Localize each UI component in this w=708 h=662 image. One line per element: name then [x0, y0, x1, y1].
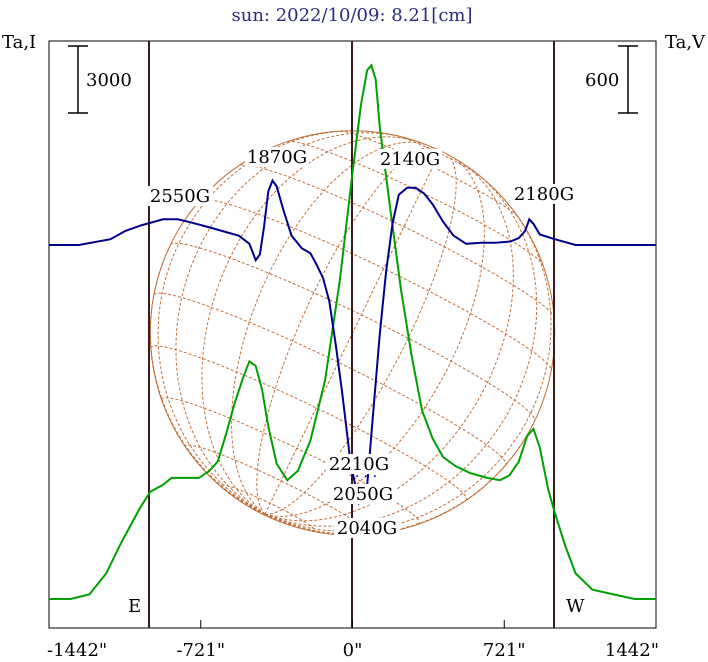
- annotation-2050g: 2050G: [330, 484, 396, 505]
- annotation-2180g: 2180G: [511, 184, 577, 205]
- longitude-line: [264, 199, 552, 532]
- x-tick-label: 1442": [605, 640, 659, 661]
- right-scale-bar: [618, 45, 638, 114]
- longitude-line: [264, 169, 538, 527]
- longitude-line: [175, 132, 407, 515]
- svg-text:2140G: 2140G: [380, 149, 440, 170]
- latitude-line: [199, 198, 552, 371]
- right-axis-label: Ta,V: [665, 32, 706, 53]
- longitude-line: [264, 420, 536, 535]
- annotation-2040g: 2040G: [334, 518, 400, 539]
- annotation-1870g: 1870G: [245, 147, 309, 168]
- x-tick-label: -721": [176, 640, 225, 661]
- longitude-line: [264, 513, 291, 526]
- longitude-line: [201, 136, 420, 515]
- svg-text:2550G: 2550G: [150, 186, 210, 207]
- x-axis-ticks: -1442" -721" 0" 721" 1442": [47, 620, 659, 661]
- right-scale-label: 600: [585, 70, 619, 91]
- annotation-2210g: 2210G: [326, 454, 392, 475]
- chart-title: sun: 2022/10/09: 8.21[cm]: [231, 5, 472, 26]
- longitude-line: [264, 158, 485, 517]
- svg-text:1870G: 1870G: [247, 147, 307, 168]
- west-label: W: [566, 596, 585, 617]
- longitude-line: [150, 244, 266, 515]
- latitude-line: [153, 292, 507, 465]
- left-scale-bar: [68, 45, 88, 114]
- left-scale-label: 3000: [86, 70, 132, 91]
- longitude-line: [265, 152, 457, 515]
- annotation-2550g: 2550G: [147, 186, 213, 207]
- x-tick-label: 0": [343, 640, 363, 661]
- svg-text:2210G: 2210G: [329, 454, 389, 475]
- x-tick-label: 721": [483, 640, 526, 661]
- x-tick-label: -1442": [47, 640, 107, 661]
- east-label: E: [128, 596, 141, 617]
- series-line-stokes-v: [49, 178, 656, 506]
- latitude-line: [286, 140, 544, 266]
- longitude-line: [264, 161, 514, 522]
- annotation-dots: · · ·: [355, 469, 377, 485]
- latitude-line: [240, 164, 555, 317]
- series-line-stokes-i: [49, 63, 656, 600]
- svg-text:2040G: 2040G: [337, 518, 397, 539]
- left-axis-label: Ta,I: [2, 32, 36, 53]
- svg-text:2050G: 2050G: [333, 484, 393, 505]
- latitude-line: [161, 397, 421, 525]
- latitude-line: [394, 134, 482, 178]
- longitude-line: [231, 141, 427, 515]
- annotation-2140g: 2140G: [378, 149, 442, 170]
- longitude-line: [264, 150, 441, 515]
- svg-text:2180G: 2180G: [514, 184, 574, 205]
